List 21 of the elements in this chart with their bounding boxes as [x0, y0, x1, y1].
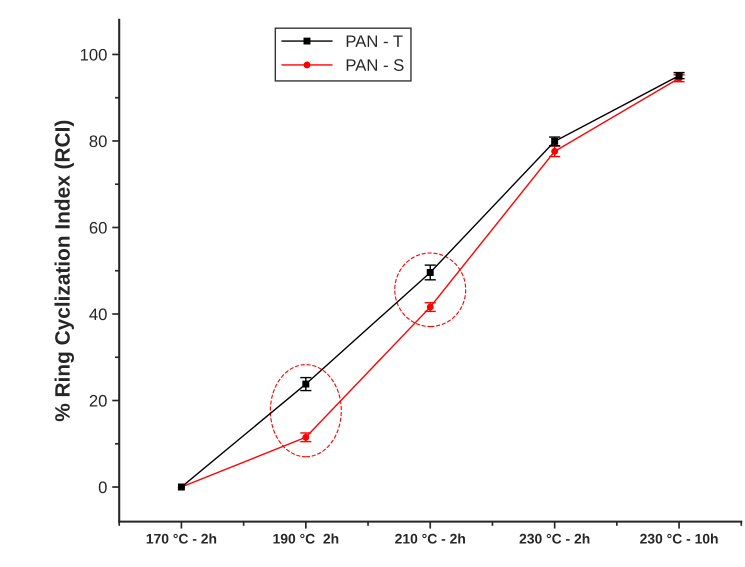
point	[302, 380, 310, 388]
y-axis-title: % Ring Cyclization Index (RCI)	[54, 120, 74, 422]
y-tick-label: 0	[98, 481, 107, 494]
y-tick-label: 20	[90, 394, 107, 407]
x-tick-label: 170 °C - 2h	[146, 533, 216, 544]
point	[302, 434, 310, 441]
x-tick-label: 230 °C - 10h	[640, 533, 718, 544]
y-tick-label: 80	[90, 135, 107, 148]
y-tick-label: 40	[89, 308, 107, 320]
y-tick-label: 100	[80, 48, 107, 61]
point	[551, 148, 558, 155]
x-tick-label: 190 °C 2h	[273, 533, 338, 544]
legend-label: PAN - T	[346, 35, 403, 47]
x-tick-label: 210 °C - 2h	[395, 533, 465, 544]
point	[551, 138, 558, 145]
y-tick-label: 60	[90, 222, 107, 234]
point	[426, 269, 434, 276]
x-tick-label: 230 °C - 2h	[520, 533, 590, 544]
point	[426, 304, 434, 311]
legend-label: PAN - S	[346, 59, 404, 71]
point	[676, 72, 683, 80]
